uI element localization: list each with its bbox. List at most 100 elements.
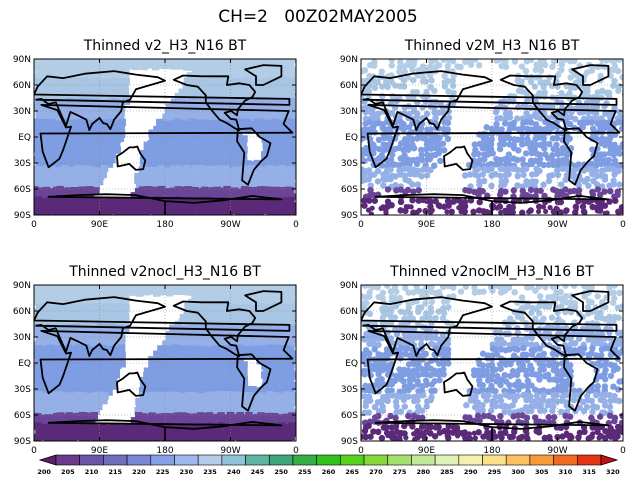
bt-obs (129, 434, 135, 440)
bt-obs (249, 385, 257, 394)
bt-obs (280, 82, 288, 91)
bt-obs (56, 160, 64, 168)
bt-obs (82, 104, 91, 113)
bt-obs (265, 386, 273, 394)
bt-obs (196, 87, 204, 96)
bt-obs (243, 82, 252, 91)
bt-obs (219, 341, 227, 349)
bt-obs (52, 196, 61, 205)
bt-obs (181, 430, 187, 436)
bt-obs (243, 328, 251, 337)
bt-obs (256, 170, 264, 179)
bt-obs (60, 349, 69, 358)
bt-obs (188, 76, 196, 85)
bt-obs (226, 371, 234, 380)
bt-obs (261, 393, 269, 401)
bt-obs (153, 177, 161, 185)
x-tick-label: 90W (220, 446, 240, 456)
bt-obs (593, 181, 601, 188)
bt-obs (87, 392, 96, 401)
coastline (499, 74, 584, 131)
bt-obs (243, 287, 252, 295)
bt-obs (165, 188, 174, 196)
bt-obs (253, 417, 261, 425)
bt-obs (266, 344, 274, 352)
bt-obs (183, 103, 191, 111)
bt-obs (83, 84, 91, 92)
bt-obs (73, 171, 81, 180)
bt-obs (283, 118, 291, 126)
bt-obs (448, 208, 455, 215)
bt-obs (151, 186, 160, 195)
bt-obs (400, 146, 407, 154)
bt-obs (196, 119, 204, 128)
bt-obs (177, 191, 186, 200)
bt-obs (43, 202, 51, 211)
bt-obs (61, 67, 69, 75)
bt-obs (109, 206, 115, 212)
bt-obs (540, 366, 547, 373)
bt-obs (537, 67, 545, 75)
bt-obs (615, 87, 622, 94)
bt-obs (191, 408, 199, 416)
bt-obs (196, 110, 205, 118)
bt-obs (204, 292, 213, 301)
bt-obs (179, 360, 187, 369)
bt-obs (39, 419, 47, 427)
bt-obs (34, 288, 42, 297)
bt-obs (544, 79, 551, 86)
bt-obs (222, 418, 231, 426)
bt-obs (61, 429, 69, 437)
bt-obs (60, 134, 68, 142)
bt-obs (244, 109, 252, 117)
bt-obs (208, 203, 217, 212)
bt-obs (191, 388, 199, 396)
bt-obs (226, 360, 234, 368)
bt-obs (532, 287, 539, 294)
bt-obs (283, 287, 292, 296)
bt-obs (235, 407, 243, 416)
bt-obs (275, 318, 284, 327)
bt-obs (92, 182, 100, 190)
coastline (0, 354, 9, 410)
bt-obs (528, 351, 536, 358)
bt-obs (108, 144, 117, 153)
bt-obs (38, 150, 47, 159)
bt-obs (157, 345, 165, 353)
bt-obs (288, 89, 296, 97)
bt-obs (427, 166, 434, 174)
y-tick-label: 90S (341, 211, 358, 221)
bt-obs (218, 150, 227, 159)
bt-obs (273, 402, 282, 410)
bt-obs (61, 165, 69, 173)
bt-obs (34, 92, 42, 101)
bt-obs (361, 202, 368, 209)
bt-obs (78, 380, 86, 389)
bt-obs (540, 350, 548, 357)
bt-obs (178, 88, 186, 96)
bt-obs (269, 407, 278, 415)
bt-obs (487, 140, 495, 148)
bt-obs (240, 71, 248, 79)
bt-obs (279, 303, 287, 311)
bt-obs (461, 207, 467, 213)
bt-obs (200, 323, 208, 332)
coastline (39, 330, 294, 395)
bt-obs (239, 78, 248, 86)
bt-obs (230, 192, 238, 201)
bt-obs (61, 77, 70, 86)
bt-obs (397, 198, 405, 206)
bt-obs (66, 433, 72, 439)
bt-obs (61, 324, 70, 333)
x-tick-label: 0 (293, 446, 299, 456)
bt-obs (444, 340, 452, 347)
bt-obs (226, 135, 234, 144)
bt-obs (104, 433, 112, 441)
bt-obs (541, 192, 548, 200)
bt-obs (249, 432, 255, 439)
bt-obs (270, 422, 278, 431)
bt-obs (418, 365, 425, 372)
bt-obs (275, 324, 283, 333)
bt-obs (230, 309, 239, 317)
bt-obs (279, 181, 288, 189)
